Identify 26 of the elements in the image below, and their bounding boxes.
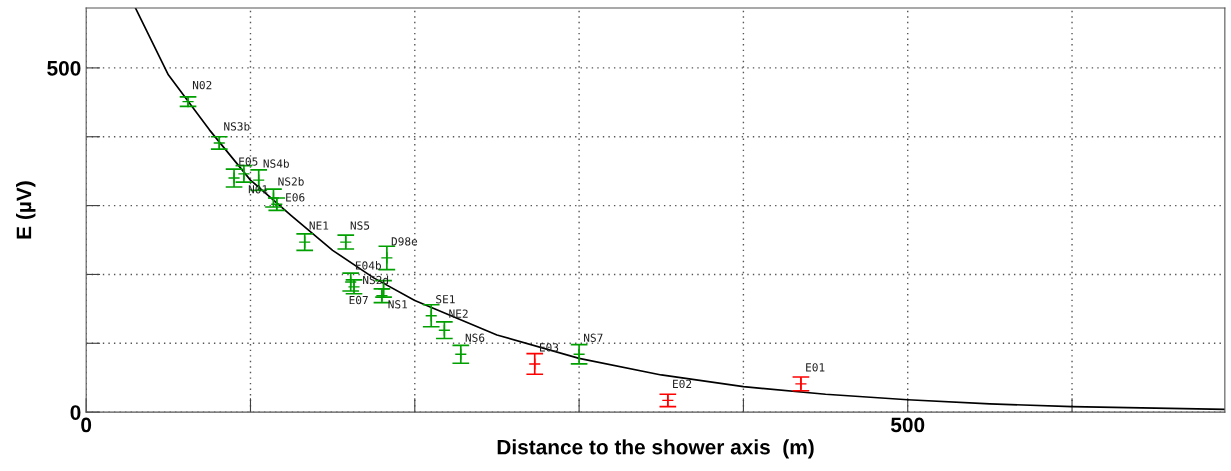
annotation: D98e xyxy=(391,237,418,246)
annotation: N02 xyxy=(192,80,212,90)
annotation: NS5 xyxy=(350,221,370,230)
point xyxy=(528,357,541,371)
annotation: NS3b xyxy=(224,122,250,131)
annotation: SE1 xyxy=(436,295,455,304)
annotation: E01 xyxy=(806,363,825,372)
x-axis-title: Distance to the shower axis (m) xyxy=(497,439,814,459)
annotation: NS7 xyxy=(584,333,603,342)
y-axis-title: E (µV) xyxy=(16,181,36,239)
line-series xyxy=(134,8,1225,411)
point xyxy=(572,348,586,361)
annotation: E07 xyxy=(349,295,368,305)
annotation: NE2 xyxy=(449,309,468,318)
annotation: E06 xyxy=(286,193,305,202)
annotation: E04b xyxy=(355,261,381,270)
point xyxy=(424,309,438,322)
annotation: E02 xyxy=(673,379,692,389)
point xyxy=(380,251,394,265)
annotation: NS1 xyxy=(388,300,408,309)
point xyxy=(454,348,468,361)
annotation: NS4b xyxy=(263,159,289,168)
annotation: NE1 xyxy=(309,221,329,230)
annotation: E05 xyxy=(239,157,258,166)
annotation: NS2b xyxy=(278,177,304,186)
annotation: NS6 xyxy=(465,333,485,342)
